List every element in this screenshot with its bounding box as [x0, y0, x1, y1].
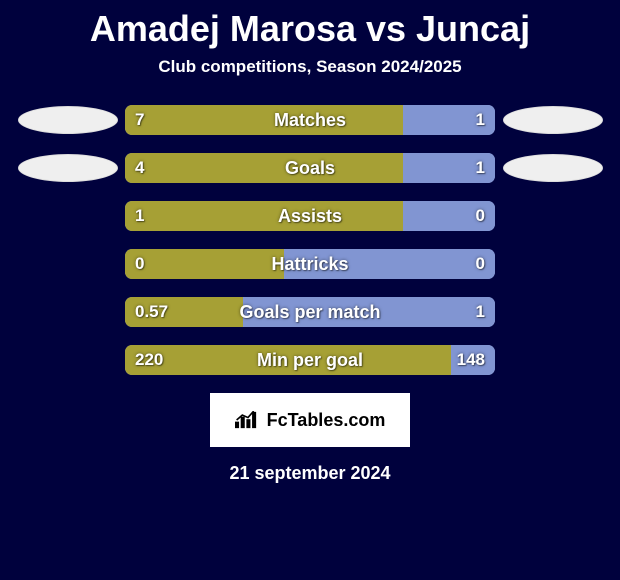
stat-value-left: 4 [135, 153, 144, 183]
player-avatar-left [18, 106, 118, 134]
right-avatar-col [495, 297, 610, 327]
page-subtitle: Club competitions, Season 2024/2025 [0, 57, 620, 77]
stat-bar-left [125, 105, 403, 135]
date-text: 21 september 2024 [0, 463, 620, 484]
player-avatar-right [503, 154, 603, 182]
stat-row: Matches71 [10, 105, 610, 135]
stat-row: Hattricks00 [10, 249, 610, 279]
stat-row: Assists10 [10, 201, 610, 231]
stat-value-right: 1 [476, 297, 485, 327]
stat-value-right: 148 [457, 345, 485, 375]
right-avatar-col [495, 153, 610, 183]
stat-bar: Min per goal220148 [125, 345, 495, 375]
stat-value-left: 7 [135, 105, 144, 135]
player-avatar-right [503, 106, 603, 134]
stat-value-right: 0 [476, 201, 485, 231]
stat-bar-right [243, 297, 495, 327]
stat-value-left: 1 [135, 201, 144, 231]
stat-row: Goals41 [10, 153, 610, 183]
stat-value-left: 0 [135, 249, 144, 279]
left-avatar-col [10, 201, 125, 231]
stat-value-right: 0 [476, 249, 485, 279]
left-avatar-col [10, 297, 125, 327]
stat-value-right: 1 [476, 153, 485, 183]
right-avatar-col [495, 201, 610, 231]
stat-bar: Goals41 [125, 153, 495, 183]
branding-badge: FcTables.com [210, 393, 410, 447]
left-avatar-col [10, 345, 125, 375]
stat-value-left: 0.57 [135, 297, 168, 327]
comparison-chart: Matches71Goals41Assists10Hattricks00Goal… [0, 105, 620, 375]
stat-bar-left [125, 249, 284, 279]
right-avatar-col [495, 105, 610, 135]
stat-row: Min per goal220148 [10, 345, 610, 375]
player-avatar-left [18, 154, 118, 182]
stat-bar: Assists10 [125, 201, 495, 231]
stat-bar: Hattricks00 [125, 249, 495, 279]
left-avatar-col [10, 249, 125, 279]
stat-bar: Goals per match0.571 [125, 297, 495, 327]
left-avatar-col [10, 153, 125, 183]
stat-row: Goals per match0.571 [10, 297, 610, 327]
stat-bar: Matches71 [125, 105, 495, 135]
page-title: Amadej Marosa vs Juncaj [0, 0, 620, 49]
stat-value-left: 220 [135, 345, 163, 375]
stat-bar-left [125, 345, 451, 375]
right-avatar-col [495, 345, 610, 375]
stat-bar-left [125, 153, 403, 183]
stat-bar-right [284, 249, 495, 279]
right-avatar-col [495, 249, 610, 279]
left-avatar-col [10, 105, 125, 135]
stat-value-right: 1 [476, 105, 485, 135]
branding-text: FcTables.com [267, 410, 386, 431]
stat-bar-left [125, 201, 403, 231]
chart-icon [235, 411, 261, 429]
